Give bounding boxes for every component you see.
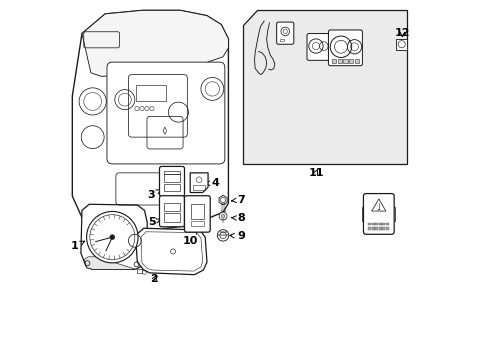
Bar [371, 227, 374, 230]
FancyBboxPatch shape [159, 166, 184, 197]
Polygon shape [242, 10, 406, 164]
Bar [374, 223, 377, 225]
Text: 12: 12 [394, 28, 409, 38]
Polygon shape [82, 10, 228, 76]
Bar [378, 223, 381, 225]
Text: 11: 11 [307, 168, 323, 178]
Bar [164, 213, 180, 222]
Bar [164, 203, 180, 211]
Bar [354, 59, 358, 63]
FancyBboxPatch shape [276, 22, 293, 44]
FancyBboxPatch shape [184, 196, 210, 232]
Text: 9: 9 [229, 231, 244, 241]
Bar [371, 223, 374, 225]
Bar [190, 204, 203, 219]
Text: 3: 3 [147, 189, 161, 201]
Polygon shape [72, 10, 228, 232]
Bar [367, 223, 370, 225]
Bar [193, 185, 205, 190]
Text: 7: 7 [231, 195, 244, 204]
Polygon shape [81, 204, 147, 269]
Bar [362, 207, 366, 221]
Bar [164, 184, 180, 192]
Polygon shape [190, 173, 207, 193]
Text: 2: 2 [150, 274, 158, 284]
FancyBboxPatch shape [306, 33, 329, 60]
FancyBboxPatch shape [363, 194, 393, 234]
Text: 1: 1 [71, 241, 84, 251]
Bar [374, 227, 377, 230]
Circle shape [377, 209, 379, 210]
Bar [331, 59, 336, 63]
Bar [280, 39, 283, 41]
Bar [378, 227, 381, 230]
Circle shape [217, 230, 228, 241]
Bar [164, 171, 180, 174]
Bar [190, 221, 203, 226]
Circle shape [86, 211, 138, 263]
Text: 5: 5 [147, 217, 161, 227]
Bar [164, 174, 180, 182]
Bar [385, 227, 388, 230]
FancyBboxPatch shape [328, 30, 362, 66]
Text: 6: 6 [387, 205, 395, 215]
Polygon shape [219, 195, 226, 204]
Text: 4: 4 [205, 177, 220, 188]
Bar [348, 59, 353, 63]
Polygon shape [135, 228, 206, 275]
Bar [137, 269, 142, 273]
Bar [382, 223, 385, 225]
FancyBboxPatch shape [159, 196, 184, 227]
Circle shape [219, 212, 226, 220]
Text: 8: 8 [231, 213, 244, 223]
Polygon shape [84, 257, 135, 269]
Bar [382, 227, 385, 230]
Bar [367, 227, 370, 230]
Bar [343, 59, 347, 63]
Bar [395, 39, 407, 50]
Circle shape [110, 235, 115, 240]
Text: 10: 10 [182, 229, 198, 246]
FancyBboxPatch shape [107, 62, 224, 164]
Bar [385, 223, 388, 225]
Bar [390, 207, 394, 221]
Bar [135, 85, 165, 102]
Bar [337, 59, 341, 63]
